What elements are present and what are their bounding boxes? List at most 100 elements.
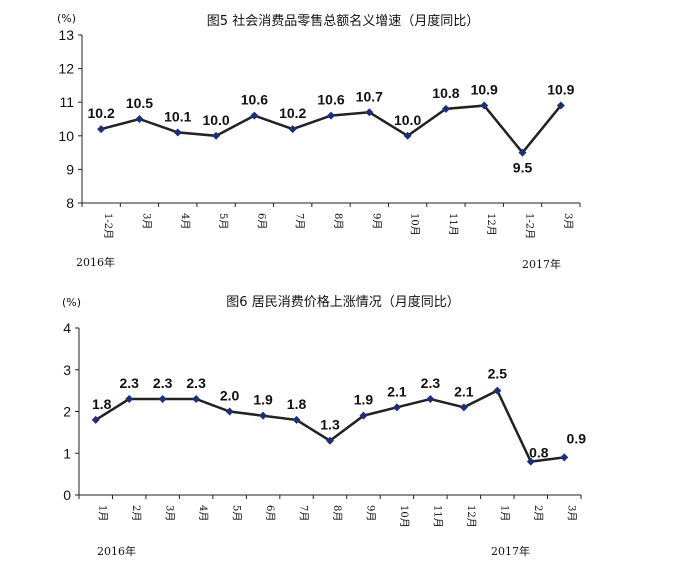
chart1-point <box>97 125 106 134</box>
chart2-ytick-label: 2 <box>63 404 71 420</box>
chart1-point <box>403 131 412 140</box>
chart1-point <box>327 111 335 120</box>
chart1-xtick-label: 10月 <box>409 213 421 236</box>
chart2-data-labels: 1.8 2.3 2.3 2.3 2.0 1.9 1.8 1.3 1.9 2.1 2.3 2.1 2.5 0… <box>92 366 586 461</box>
chart2-ytick-label: 0 <box>63 487 71 503</box>
chart2-data-label: 2.1 <box>454 383 474 399</box>
chart2-ytick-label: 4 <box>63 320 71 336</box>
chart1-unit: (%) <box>57 12 76 25</box>
chart2-point <box>392 403 401 412</box>
chart2-points <box>91 386 569 466</box>
chart1-points <box>97 101 565 157</box>
chart1-x-ticks: 1-2月 3月 4月 5月 6月 7月 8月 9月 10月 11月 12月 1-2月 3月 <box>81 203 581 239</box>
chart1-xtick-label: 9月 <box>370 213 382 229</box>
chart1-data-label: 10.7 <box>356 88 383 104</box>
chart1-point <box>441 104 450 113</box>
chart2-data-label: 2.3 <box>421 375 441 391</box>
chart1-y-ticks: 8 9 10 11 12 13 <box>58 27 82 211</box>
chart2-data-label: 2.3 <box>153 375 173 391</box>
chart2-year-2017: 2017年 <box>491 544 530 558</box>
chart1-xtick-label: 8月 <box>332 213 344 229</box>
chart2-xtick-label: 8月 <box>331 505 343 521</box>
chart1-ytick-label: 12 <box>58 61 74 77</box>
chart2-year-2016: 2016年 <box>97 544 136 558</box>
chart2-ytick-label: 1 <box>63 445 71 461</box>
chart2-point <box>326 436 334 445</box>
chart1-point <box>173 128 182 137</box>
chart2-x-ticks: 1月 2月 3月 4月 5月 6月 7月 8月 9月 10月 11月 12月 1月 2月 3月 <box>78 495 582 528</box>
chart2-xtick-label: 3月 <box>565 505 577 521</box>
chart2-point <box>158 394 167 403</box>
chart2-title: 图6 居民消费价格上涨情况（月度同比） <box>226 294 459 310</box>
chart1-data-label: 10.9 <box>547 82 574 98</box>
chart2-data-label: 2.0 <box>220 388 240 404</box>
chart1-point <box>135 115 144 123</box>
chart1-xtick-label: 11月 <box>447 213 459 236</box>
chart2-data-label: 0.8 <box>529 445 549 461</box>
chart1-data-label: 10.0 <box>202 112 229 128</box>
chart1-point <box>212 131 221 140</box>
chart1-data-labels: 10.2 10.5 10.1 10.0 10.6 10.2 10.6 10.7 10.0 10.8… <box>88 82 575 176</box>
chart2-data-label: 1.8 <box>287 396 307 412</box>
chart2-data-label: 2.3 <box>119 375 139 391</box>
chart1-data-label: 10.0 <box>394 112 421 128</box>
chart2-xtick-label: 6月 <box>264 505 276 521</box>
chart2-point <box>560 453 569 462</box>
chart2-ytick-label: 3 <box>63 362 71 378</box>
chart1-data-label: 10.5 <box>126 95 153 111</box>
chart2-data-label: 1.3 <box>320 417 340 433</box>
chart1-year-2016: 2016年 <box>76 255 115 269</box>
chart2-data-label: 1.8 <box>92 396 112 412</box>
chart2-xtick-label: 9月 <box>364 505 376 521</box>
chart-cpi: 图6 居民消费价格上涨情况（月度同比） (%) 0 1 2 3 4 1月 2月 3月 4月 5月… <box>62 294 586 558</box>
chart2-data-label: 2.1 <box>387 383 407 399</box>
chart2-y-ticks: 0 1 2 3 4 <box>63 320 79 503</box>
chart2-data-label: 1.9 <box>253 392 273 408</box>
chart2-xtick-label: 11月 <box>431 505 443 528</box>
chart1-point <box>556 101 565 110</box>
chart2-point <box>259 411 268 420</box>
chart2-xtick-label: 1月 <box>498 505 510 521</box>
chart1-data-label: 9.5 <box>513 160 533 176</box>
chart2-point <box>526 457 535 466</box>
chart2-point <box>192 394 201 403</box>
chart2-xtick-label: 2月 <box>532 505 544 521</box>
chart1-xtick-label: 3月 <box>140 213 152 229</box>
chart2-point <box>225 407 234 416</box>
chart1-ytick-label: 10 <box>58 128 74 144</box>
chart1-point <box>480 101 489 110</box>
chart2-xtick-label: 12月 <box>465 505 477 528</box>
chart2-xtick-label: 2月 <box>130 505 142 521</box>
chart1-data-label: 10.9 <box>471 82 498 98</box>
chart1-point <box>288 125 297 134</box>
chart1-point <box>518 148 527 157</box>
chart2-point <box>493 386 502 395</box>
chart1-xtick-label: 5月 <box>217 213 229 229</box>
chart1-data-label: 10.2 <box>279 105 306 121</box>
chart1-point <box>365 108 374 117</box>
chart2-xtick-label: 3月 <box>164 505 176 521</box>
chart2-data-label: 2.3 <box>186 375 206 391</box>
chart2-point <box>292 415 301 424</box>
chart2-xtick-label: 4月 <box>197 505 209 521</box>
chart1-xtick-label: 4月 <box>179 213 191 229</box>
chart1-xtick-label: 1-2月 <box>524 213 536 239</box>
chart1-data-label: 10.6 <box>317 92 344 108</box>
chart1-xtick-label: 12月 <box>485 213 497 236</box>
chart2-xtick-label: 7月 <box>298 505 310 521</box>
chart1-ytick-label: 8 <box>66 195 74 211</box>
chart2-unit: (%) <box>62 296 81 309</box>
chart2-xtick-label: 1月 <box>97 505 109 521</box>
chart1-ytick-label: 13 <box>58 27 74 43</box>
chart1-year-2017: 2017年 <box>522 257 561 271</box>
chart-retail-sales: 图5 社会消费品零售总额名义增速（月度同比） (%) 8 9 10 11 12 13 1-… <box>57 12 581 271</box>
chart2-point <box>125 394 134 403</box>
chart2-xtick-label: 5月 <box>231 505 243 521</box>
chart1-xtick-label: 1-2月 <box>102 213 114 239</box>
chart1-data-label: 10.6 <box>241 92 268 108</box>
chart1-point <box>250 111 259 120</box>
chart2-point <box>359 411 368 420</box>
chart2-data-label: 1.9 <box>354 392 374 408</box>
chart2-data-label: 2.5 <box>488 366 508 382</box>
